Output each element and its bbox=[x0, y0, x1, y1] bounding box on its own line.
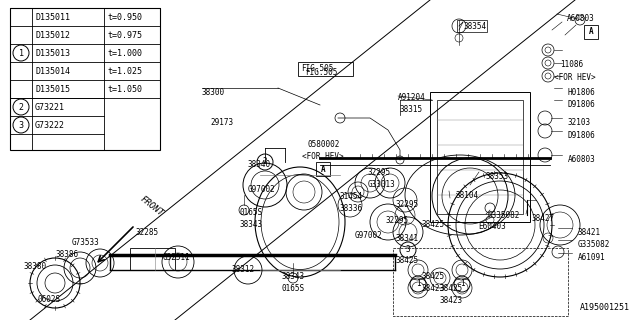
Text: 32295: 32295 bbox=[368, 168, 391, 177]
Text: 11086: 11086 bbox=[560, 60, 583, 69]
Bar bbox=[430, 92, 530, 222]
Text: 38425: 38425 bbox=[421, 220, 444, 229]
Bar bbox=[584, 25, 598, 39]
Text: 32103: 32103 bbox=[568, 118, 591, 127]
Text: 1: 1 bbox=[416, 279, 420, 289]
Bar bbox=[393, 248, 568, 316]
Text: G335082: G335082 bbox=[488, 211, 520, 220]
Text: 38336: 38336 bbox=[340, 204, 363, 213]
Text: FRONT: FRONT bbox=[138, 194, 164, 218]
Text: D135012: D135012 bbox=[35, 31, 70, 40]
Text: H01806: H01806 bbox=[568, 88, 596, 97]
Text: G97002: G97002 bbox=[355, 231, 383, 240]
Text: 38341: 38341 bbox=[396, 234, 419, 243]
Text: 32285: 32285 bbox=[135, 228, 158, 237]
Text: 3: 3 bbox=[19, 121, 24, 130]
Bar bbox=[10, 8, 160, 150]
Text: 38380: 38380 bbox=[24, 262, 47, 271]
Text: 0165S: 0165S bbox=[240, 208, 263, 217]
Text: D135014: D135014 bbox=[35, 68, 70, 76]
Text: D135015: D135015 bbox=[35, 85, 70, 94]
Text: 38425: 38425 bbox=[440, 284, 463, 293]
Text: A91204: A91204 bbox=[398, 93, 426, 102]
Text: 38425: 38425 bbox=[422, 272, 445, 281]
Text: t=1.025: t=1.025 bbox=[107, 68, 142, 76]
Text: 2: 2 bbox=[19, 102, 24, 111]
Bar bbox=[316, 162, 330, 176]
Text: A60803: A60803 bbox=[568, 155, 596, 164]
Text: 2: 2 bbox=[262, 157, 268, 166]
Text: t=1.000: t=1.000 bbox=[107, 49, 142, 58]
Text: E60403: E60403 bbox=[478, 222, 506, 231]
Text: G335082: G335082 bbox=[578, 240, 611, 249]
Text: G33013: G33013 bbox=[368, 180, 396, 189]
Text: D135011: D135011 bbox=[35, 13, 70, 22]
Text: 38300: 38300 bbox=[202, 88, 225, 97]
Text: FIG.505: FIG.505 bbox=[301, 64, 333, 73]
Text: G32511: G32511 bbox=[163, 253, 191, 262]
Text: A60803: A60803 bbox=[567, 14, 595, 23]
Bar bbox=[437, 100, 523, 214]
Text: A195001251: A195001251 bbox=[580, 303, 630, 312]
Text: 38386: 38386 bbox=[55, 250, 78, 259]
Bar bbox=[298, 62, 353, 76]
Text: A: A bbox=[589, 28, 593, 36]
Text: D91806: D91806 bbox=[568, 131, 596, 140]
Text: FIG.505: FIG.505 bbox=[305, 68, 337, 77]
Text: 31454: 31454 bbox=[340, 192, 363, 201]
Text: G73533: G73533 bbox=[72, 238, 100, 247]
Text: D135013: D135013 bbox=[35, 49, 70, 58]
Text: 29173: 29173 bbox=[210, 118, 233, 127]
Text: 38312: 38312 bbox=[232, 265, 255, 274]
Text: 38343: 38343 bbox=[240, 220, 263, 229]
Text: 0580002: 0580002 bbox=[308, 140, 340, 149]
Bar bbox=[130, 248, 175, 270]
Text: t=0.950: t=0.950 bbox=[107, 13, 142, 22]
Text: 0165S: 0165S bbox=[282, 284, 305, 293]
Text: 38340: 38340 bbox=[248, 160, 271, 169]
Text: 38315: 38315 bbox=[400, 105, 423, 114]
Text: 38425: 38425 bbox=[395, 256, 418, 265]
Text: 38427: 38427 bbox=[532, 214, 555, 223]
Text: 3: 3 bbox=[406, 245, 410, 254]
Text: 38421: 38421 bbox=[578, 228, 601, 237]
Text: 38343: 38343 bbox=[282, 272, 305, 281]
Text: A61091: A61091 bbox=[578, 253, 605, 262]
Text: A: A bbox=[321, 164, 325, 173]
Text: 38423: 38423 bbox=[422, 284, 445, 293]
Text: 32295: 32295 bbox=[395, 200, 418, 209]
Text: t=1.050: t=1.050 bbox=[107, 85, 142, 94]
Text: D91806: D91806 bbox=[568, 100, 596, 109]
Text: t=0.975: t=0.975 bbox=[107, 31, 142, 40]
Bar bbox=[457, 20, 487, 32]
Text: G73221: G73221 bbox=[35, 102, 65, 111]
Text: G97002: G97002 bbox=[248, 185, 276, 194]
Text: 38104: 38104 bbox=[455, 191, 478, 200]
Text: 32295: 32295 bbox=[385, 216, 408, 225]
Text: 1: 1 bbox=[19, 49, 24, 58]
Text: 38354: 38354 bbox=[463, 22, 486, 31]
Text: G73222: G73222 bbox=[35, 121, 65, 130]
Text: 0602S: 0602S bbox=[38, 295, 61, 304]
Text: <FOR HEV>: <FOR HEV> bbox=[554, 73, 596, 82]
Text: 38423: 38423 bbox=[440, 296, 463, 305]
Text: 38353: 38353 bbox=[485, 172, 508, 181]
Text: 1: 1 bbox=[460, 279, 464, 289]
Text: <FOR HEV>: <FOR HEV> bbox=[302, 152, 344, 161]
